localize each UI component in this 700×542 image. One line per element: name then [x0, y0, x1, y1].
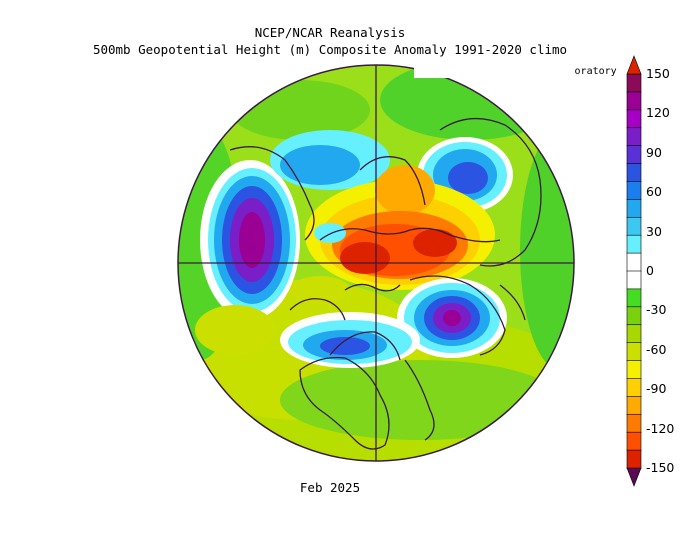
colorbar-swatch: [626, 360, 642, 380]
chart-title: NCEP/NCAR Reanalysis: [254, 25, 406, 40]
colorbar-swatch: [626, 181, 642, 201]
colorbar-swatch: [626, 306, 642, 326]
colorbar-tick-label: -150: [646, 460, 675, 475]
colorbar-swatch: [626, 252, 642, 272]
colorbar-swatch: [626, 413, 642, 433]
colorbar-swatch: [626, 288, 642, 308]
colorbar-swatch: [626, 378, 642, 398]
colorbar-swatch: [626, 449, 642, 469]
colorbar-swatch: [626, 109, 642, 129]
colorbar-tick-label: 150: [646, 66, 670, 81]
colorbar-swatch: [626, 234, 642, 254]
chart-subtitle: 500mb Geopotential Height (m) Composite …: [92, 42, 568, 57]
colorbar-min-arrow: [626, 467, 642, 487]
colorbar-tick-label: 90: [646, 144, 662, 160]
colorbar-tick-label: -90: [646, 381, 667, 397]
colorbar-swatch: [626, 324, 642, 344]
coastlines: [229, 117, 542, 450]
colorbar-swatch: [626, 91, 642, 111]
credit-box: [414, 64, 574, 78]
colorbar-tick-label: -30: [646, 302, 667, 318]
colorbar-swatch: [626, 127, 642, 147]
colorbar-swatch: [626, 145, 642, 165]
colorbar-max-arrow: [626, 55, 642, 75]
map-boundary: [177, 64, 575, 462]
colorbar-swatch: [626, 342, 642, 362]
colorbar-swatch: [626, 270, 642, 290]
colorbar-tick-label: 120: [646, 105, 670, 121]
colorbar-tick-label: 60: [646, 184, 662, 200]
colorbar-swatch: [626, 199, 642, 219]
colorbar-swatch: [626, 216, 642, 236]
colorbar-tick-label: 30: [646, 223, 662, 239]
colorbar-swatch: [626, 431, 642, 451]
colorbar-tick-label: -60: [646, 341, 667, 357]
period-label: Feb 2025: [299, 480, 361, 495]
colorbar: [626, 55, 642, 487]
colorbar-swatch: [626, 396, 642, 416]
colorbar-swatch: [626, 73, 642, 93]
colorbar-tick-label: 0: [646, 263, 654, 278]
colorbar-swatch: [626, 163, 642, 183]
colorbar-tick-label: -120: [646, 420, 675, 436]
